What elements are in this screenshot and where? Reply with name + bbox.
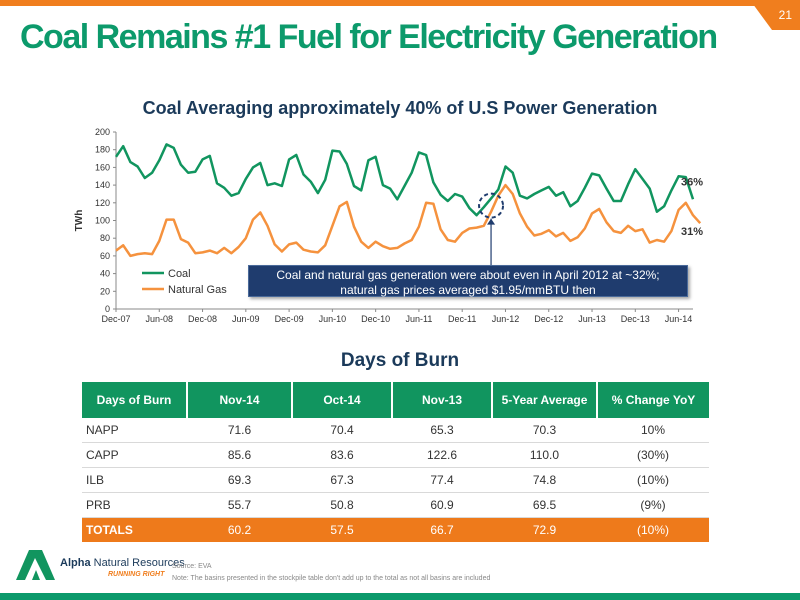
column-header: Oct-14: [292, 382, 393, 418]
basin-cell: PRB: [82, 492, 187, 518]
x-tick-label: Jun-09: [232, 314, 260, 324]
table-cell: 66.7: [392, 517, 492, 542]
column-header: % Change YoY: [597, 382, 709, 418]
y-axis-label: TWh: [74, 210, 85, 232]
column-header: 5-Year Average: [492, 382, 598, 418]
y-tick-label: 200: [95, 127, 110, 137]
table-cell: 72.9: [492, 517, 597, 542]
basin-cell: ILB: [82, 467, 187, 493]
table-cell: 83.6: [292, 442, 392, 468]
table-cell: (30%): [597, 442, 709, 468]
table-cell: 50.8: [292, 492, 392, 518]
totals-row: TOTALS 60.2 57.5 66.7 72.9 (10%): [82, 517, 709, 542]
table-title: Days of Burn: [340, 350, 460, 371]
table-cell: (10%): [597, 467, 709, 493]
table-header-row: Days of Burn Nov-14 Oct-14 Nov-13 5-Year…: [82, 382, 709, 418]
y-tick-label: 140: [95, 180, 110, 190]
company-tagline: RUNNING RIGHT: [108, 571, 165, 578]
table-cell: 74.8: [492, 467, 597, 493]
line-chart: 0 20 40 60 80 100 120 140 160 180 200 TWh Dec-07 Jun-…: [74, 127, 703, 324]
table-cell: 85.6: [187, 442, 292, 468]
totals-label: TOTALS: [82, 517, 187, 542]
basin-cell: NAPP: [82, 418, 187, 443]
table-cell: 122.6: [392, 442, 492, 468]
page-number: 21: [778, 8, 792, 22]
table-cell: 60.9: [392, 492, 492, 518]
footnote: Note: The basins presented in the stockp…: [172, 575, 491, 582]
company-name-rest: Natural Resources: [93, 557, 185, 569]
y-tick-label: 20: [100, 286, 110, 296]
callout-line-1: Coal and natural gas generation were abo…: [276, 268, 660, 282]
x-tick-label: Jun-13: [578, 314, 606, 324]
y-tick-label: 100: [95, 216, 110, 226]
table-cell: 65.3: [392, 418, 492, 443]
chart-title: Coal Averaging approximately 40% of U.S …: [142, 98, 658, 118]
x-tick-label: Jun-14: [665, 314, 693, 324]
callout-arrowhead: [487, 218, 496, 225]
x-tick-label: Jun-10: [319, 314, 347, 324]
callout-line-2: natural gas prices averaged $1.95/mmBTU …: [340, 283, 596, 297]
x-tick-label: Jun-08: [146, 314, 174, 324]
table-row: ILB 69.3 67.3 77.4 74.8 (10%): [82, 467, 709, 493]
x-tick-label: Dec-13: [621, 314, 650, 324]
x-tick-label: Dec-07: [101, 314, 130, 324]
table-row: NAPP 71.6 70.4 65.3 70.3 10%: [82, 418, 709, 443]
coal-end-label: 36%: [681, 176, 703, 188]
x-tick-label: Jun-11: [405, 314, 432, 324]
x-tick-label: Dec-10: [361, 314, 390, 324]
basin-cell: CAPP: [82, 442, 187, 468]
column-header: Nov-14: [187, 382, 293, 418]
table-cell: (9%): [597, 492, 709, 518]
table-cell: 70.4: [292, 418, 392, 443]
x-tick-label: Dec-11: [448, 314, 476, 324]
table-cell: (10%): [597, 517, 709, 542]
table-cell: 69.5: [492, 492, 597, 518]
x-tick-label: Dec-08: [188, 314, 217, 324]
legend-coal-label: Coal: [168, 268, 191, 280]
y-tick-label: 120: [95, 198, 110, 208]
top-accent-bar: [0, 0, 800, 6]
column-header: Nov-13: [392, 382, 493, 418]
y-tick-label: 180: [95, 145, 110, 155]
company-logo-icon: [16, 550, 55, 580]
column-header: Days of Burn: [82, 382, 188, 418]
table-cell: 71.6: [187, 418, 292, 443]
table-cell: 110.0: [492, 442, 597, 468]
chart-callout: Coal and natural gas generation were abo…: [248, 265, 688, 297]
y-tick-label: 40: [100, 269, 110, 279]
table-cell: 10%: [597, 418, 709, 443]
x-tick-label: Dec-12: [534, 314, 563, 324]
y-tick-label: 0: [105, 304, 110, 314]
x-tick-label: Jun-12: [492, 314, 520, 324]
y-tick-label: 60: [100, 251, 110, 261]
source-note: Source: EVA: [172, 563, 212, 570]
days-of-burn-table: Days of Burn Nov-14 Oct-14 Nov-13 5-Year…: [82, 382, 709, 542]
company-name: Alpha Natural Resources: [60, 557, 185, 569]
bottom-accent-bar: [0, 593, 800, 600]
table-cell: 70.3: [492, 418, 597, 443]
y-tick-label: 160: [95, 162, 110, 172]
table-cell: 60.2: [187, 517, 292, 542]
table-cell: 67.3: [292, 467, 392, 493]
table-cell: 69.3: [187, 467, 292, 493]
table-cell: 77.4: [392, 467, 492, 493]
table-row: CAPP 85.6 83.6 122.6 110.0 (30%): [82, 442, 709, 468]
x-tick-label: Dec-09: [275, 314, 304, 324]
natural-gas-end-label: 31%: [681, 226, 703, 238]
company-name-bold: Alpha: [60, 557, 91, 569]
slide-title: Coal Remains #1 Fuel for Electricity Gen…: [20, 18, 718, 56]
table-row: PRB 55.7 50.8 60.9 69.5 (9%): [82, 492, 709, 518]
legend-natural-gas-label: Natural Gas: [168, 284, 227, 296]
coal-series-line: [114, 143, 695, 217]
natural-gas-series-line: [115, 183, 702, 258]
y-tick-label: 80: [100, 233, 110, 243]
table-cell: 55.7: [187, 492, 292, 518]
table-cell: 57.5: [292, 517, 392, 542]
